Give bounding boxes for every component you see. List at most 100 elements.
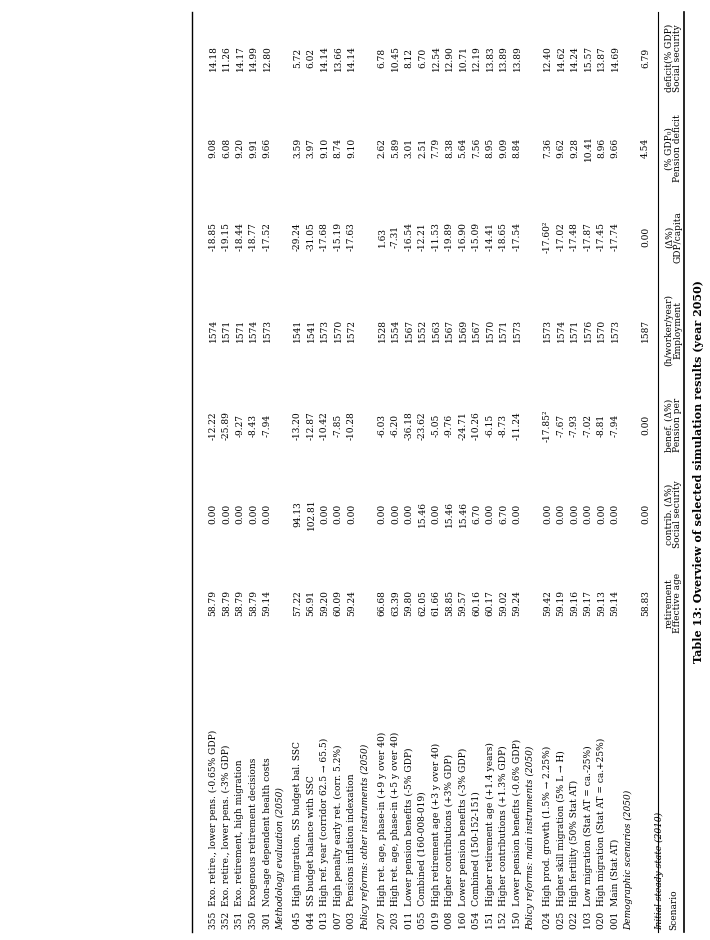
- Text: 15.46: 15.46: [445, 501, 454, 527]
- Text: 0.00: 0.00: [391, 505, 400, 525]
- Text: 3.59: 3.59: [293, 138, 302, 159]
- Text: 0.00: 0.00: [263, 505, 271, 525]
- Text: -11.24: -11.24: [513, 411, 522, 440]
- Text: -7.02: -7.02: [584, 414, 593, 437]
- Text: 1528: 1528: [378, 319, 386, 341]
- Text: 0.00: 0.00: [209, 505, 217, 525]
- Text: 1574: 1574: [557, 319, 565, 342]
- Text: GDP/capita: GDP/capita: [674, 211, 682, 262]
- Text: 1573: 1573: [263, 319, 271, 341]
- Text: 054  Combined (150-152-151): 054 Combined (150-152-151): [472, 791, 481, 929]
- Text: -31.05: -31.05: [307, 223, 315, 251]
- Text: 59.80: 59.80: [405, 590, 413, 617]
- Text: 011  Lower pension benefits (-5% GDP): 011 Lower pension benefits (-5% GDP): [405, 747, 414, 929]
- Text: 60.16: 60.16: [472, 590, 481, 617]
- Text: -7.31: -7.31: [391, 226, 400, 248]
- Text: 203  High ret. age, phase-in (+5 y over 40): 203 High ret. age, phase-in (+5 y over 4…: [391, 731, 400, 929]
- Text: 6.78: 6.78: [378, 48, 386, 68]
- Text: 5.72: 5.72: [293, 48, 302, 68]
- Text: 160  Lower pension benefits (-3% GDP): 160 Lower pension benefits (-3% GDP): [459, 747, 468, 929]
- Text: 0.00: 0.00: [513, 505, 522, 525]
- Text: 13.87: 13.87: [597, 45, 606, 70]
- Text: 1570: 1570: [597, 319, 606, 342]
- Text: 62.05: 62.05: [418, 590, 427, 617]
- Text: 0.00: 0.00: [570, 505, 579, 525]
- Text: 1541: 1541: [293, 319, 302, 342]
- Text: 14.69: 14.69: [611, 45, 620, 71]
- Text: 025  Higher skill migration (5% L → H): 025 Higher skill migration (5% L → H): [557, 750, 566, 929]
- Text: -18.85: -18.85: [209, 222, 217, 251]
- Text: 2.62: 2.62: [378, 138, 386, 158]
- Text: 301  Non-age dependent health costs: 301 Non-age dependent health costs: [263, 758, 271, 929]
- Text: -8.43: -8.43: [249, 414, 258, 437]
- Text: Pension deficit: Pension deficit: [674, 115, 682, 182]
- Text: 15.46: 15.46: [418, 501, 427, 527]
- Text: -36.18: -36.18: [405, 411, 413, 440]
- Text: (% GDP₀): (% GDP₀): [665, 127, 674, 170]
- Text: -17.85²: -17.85²: [543, 409, 552, 442]
- Text: -18.77: -18.77: [249, 223, 258, 251]
- Text: 10.71: 10.71: [459, 45, 467, 71]
- Text: Initial steady-state (2010): Initial steady-state (2010): [655, 812, 664, 930]
- Text: benef. (Δ%): benef. (Δ%): [665, 399, 674, 452]
- Text: -6.20: -6.20: [391, 414, 400, 437]
- Text: -6.03: -6.03: [378, 414, 386, 437]
- Text: 13.83: 13.83: [486, 45, 494, 70]
- Text: 6.70: 6.70: [418, 48, 427, 68]
- Text: 9.62: 9.62: [557, 138, 565, 158]
- Text: -16.54: -16.54: [405, 222, 413, 251]
- Text: -17.60²: -17.60²: [543, 221, 552, 253]
- Text: -16.90: -16.90: [459, 223, 467, 251]
- Text: 9.66: 9.66: [263, 138, 271, 159]
- Text: -8.81: -8.81: [597, 414, 606, 437]
- Text: 59.14: 59.14: [611, 590, 620, 617]
- Text: 0.00: 0.00: [432, 505, 440, 525]
- Text: 12.54: 12.54: [432, 45, 440, 71]
- Text: Demographic scenarios (2050): Demographic scenarios (2050): [625, 790, 633, 930]
- Text: 12.40: 12.40: [543, 45, 552, 70]
- Text: 150  Lower pension benefits (-0.6% GDP): 150 Lower pension benefits (-0.6% GDP): [513, 739, 522, 929]
- Text: 8.38: 8.38: [445, 138, 454, 158]
- Text: 045  High migration, SS budget bal. SSC: 045 High migration, SS budget bal. SSC: [293, 741, 302, 929]
- Text: 61.66: 61.66: [432, 590, 440, 617]
- Text: 7.79: 7.79: [432, 138, 440, 159]
- Text: 5.89: 5.89: [391, 138, 400, 159]
- Text: -15.19: -15.19: [334, 222, 342, 251]
- Text: Policy reforms: main instruments (2050): Policy reforms: main instruments (2050): [527, 745, 535, 930]
- Text: 3.01: 3.01: [405, 138, 413, 158]
- Text: 1574: 1574: [209, 319, 217, 342]
- Text: 4.54: 4.54: [641, 138, 650, 159]
- Text: 11.26: 11.26: [222, 45, 231, 70]
- Text: -17.45: -17.45: [597, 222, 606, 251]
- Text: -8.73: -8.73: [499, 414, 508, 437]
- Text: contrib. (Δ%): contrib. (Δ%): [665, 484, 674, 545]
- Text: retirement: retirement: [665, 578, 674, 628]
- Text: 15.57: 15.57: [584, 45, 593, 71]
- Text: 6.70: 6.70: [472, 505, 481, 525]
- Text: Methodology evaluation (2050): Methodology evaluation (2050): [276, 787, 285, 930]
- Text: 13.89: 13.89: [499, 45, 508, 70]
- Text: 60.17: 60.17: [486, 590, 494, 617]
- Text: -15.09: -15.09: [472, 222, 481, 251]
- Text: 9.08: 9.08: [209, 138, 217, 159]
- Text: -7.94: -7.94: [263, 414, 271, 437]
- Text: -25.89: -25.89: [222, 411, 231, 440]
- Text: 9.20: 9.20: [236, 138, 244, 158]
- Text: 8.84: 8.84: [513, 138, 522, 159]
- Text: 8.95: 8.95: [486, 138, 494, 159]
- Text: 14.18: 14.18: [209, 45, 217, 71]
- Text: 59.17: 59.17: [584, 590, 593, 617]
- Text: 14.24: 14.24: [570, 45, 579, 70]
- Text: 58.79: 58.79: [222, 590, 231, 617]
- Text: 351  Exo. retirement, high migration: 351 Exo. retirement, high migration: [236, 760, 244, 929]
- Text: 59.13: 59.13: [597, 590, 606, 617]
- Text: 9.10: 9.10: [320, 138, 329, 159]
- Text: 14.14: 14.14: [320, 45, 329, 71]
- Text: 59.02: 59.02: [499, 590, 508, 617]
- Text: 94.13: 94.13: [293, 502, 302, 527]
- Text: 022  High fertility (50% Stat AT): 022 High fertility (50% Stat AT): [570, 780, 579, 929]
- Text: -7.94: -7.94: [611, 414, 620, 437]
- Text: -10.28: -10.28: [347, 411, 356, 440]
- Text: 1573: 1573: [611, 319, 620, 341]
- Text: 59.16: 59.16: [570, 590, 579, 617]
